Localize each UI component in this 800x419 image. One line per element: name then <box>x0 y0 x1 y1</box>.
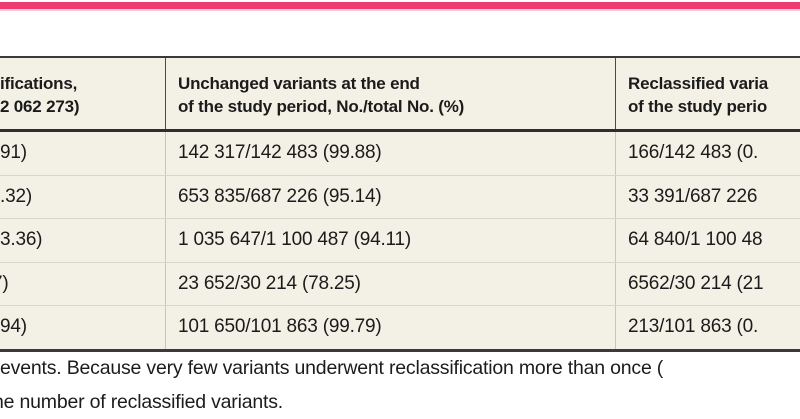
header-line: ifications, <box>0 74 78 93</box>
cell-classification-fragment: .32) <box>0 185 32 207</box>
footnote-line: he number of reclassified variants. <box>0 391 283 413</box>
cell-unchanged-value: 653 835/687 226 (95.14) <box>165 175 615 219</box>
table-row: 94) 101 650/101 863 (99.79) 213/101 863 … <box>0 305 800 349</box>
cell-unchanged-value: 23 652/30 214 (78.25) <box>165 262 615 306</box>
cell-classification-fragment: 91) <box>0 142 27 163</box>
header-cell-unchanged-variants: Unchanged variants at the end of the stu… <box>165 58 615 129</box>
table-row: 7) 23 652/30 214 (78.25) 6562/30 214 (21 <box>0 261 800 306</box>
table-footnote: events. Because very few variants underw… <box>0 357 800 414</box>
table-row: 3.36) 1 035 647/1 100 487 (94.11) 64 840… <box>0 218 800 262</box>
cell-classification-fragment: 3.36) <box>0 229 43 251</box>
footnote-line: events. Because very few variants underw… <box>0 357 664 379</box>
table-row: .32) 653 835/687 226 (95.14) 33 391/687 … <box>0 174 800 219</box>
table-row: 91) 142 317/142 483 (99.88) 166/142 483 … <box>0 132 800 175</box>
cell-unchanged-value: 101 650/101 863 (99.79) <box>165 306 615 349</box>
cell-reclassified-value: 64 840/1 100 48 <box>615 219 800 262</box>
cell-reclassified-value: 6562/30 214 (21 <box>615 262 800 306</box>
cell-unchanged-value: 1 035 647/1 100 487 (94.11) <box>165 219 615 262</box>
header-cell-variant-classifications: ifications, 2 062 273) <box>0 58 165 129</box>
cell-reclassified-value: 213/101 863 (0. <box>615 306 800 349</box>
cell-classification-fragment: 7) <box>0 272 9 294</box>
header-line: Unchanged variants at the end <box>178 74 420 93</box>
cell-classification-fragment: 94) <box>0 316 27 338</box>
cell-reclassified-value: 33 391/687 226 <box>615 175 800 219</box>
jama-accent-bar <box>0 2 800 11</box>
header-cell-reclassified-variants: Reclassified varia of the study perio <box>615 58 800 129</box>
header-line: 2 062 273) <box>0 97 80 116</box>
header-line: of the study period, No./total No. (%) <box>178 97 465 116</box>
header-line: of the study perio <box>628 97 768 116</box>
cell-reclassified-value: 166/142 483 (0. <box>615 132 800 175</box>
table-body: 91) 142 317/142 483 (99.88) 166/142 483 … <box>0 132 800 349</box>
header-line: Reclassified varia <box>628 74 769 93</box>
variant-reclassification-table: ifications, 2 062 273) Unchanged variant… <box>0 56 800 352</box>
cell-unchanged-value: 142 317/142 483 (99.88) <box>165 132 615 175</box>
table-header-row: ifications, 2 062 273) Unchanged variant… <box>0 58 800 132</box>
